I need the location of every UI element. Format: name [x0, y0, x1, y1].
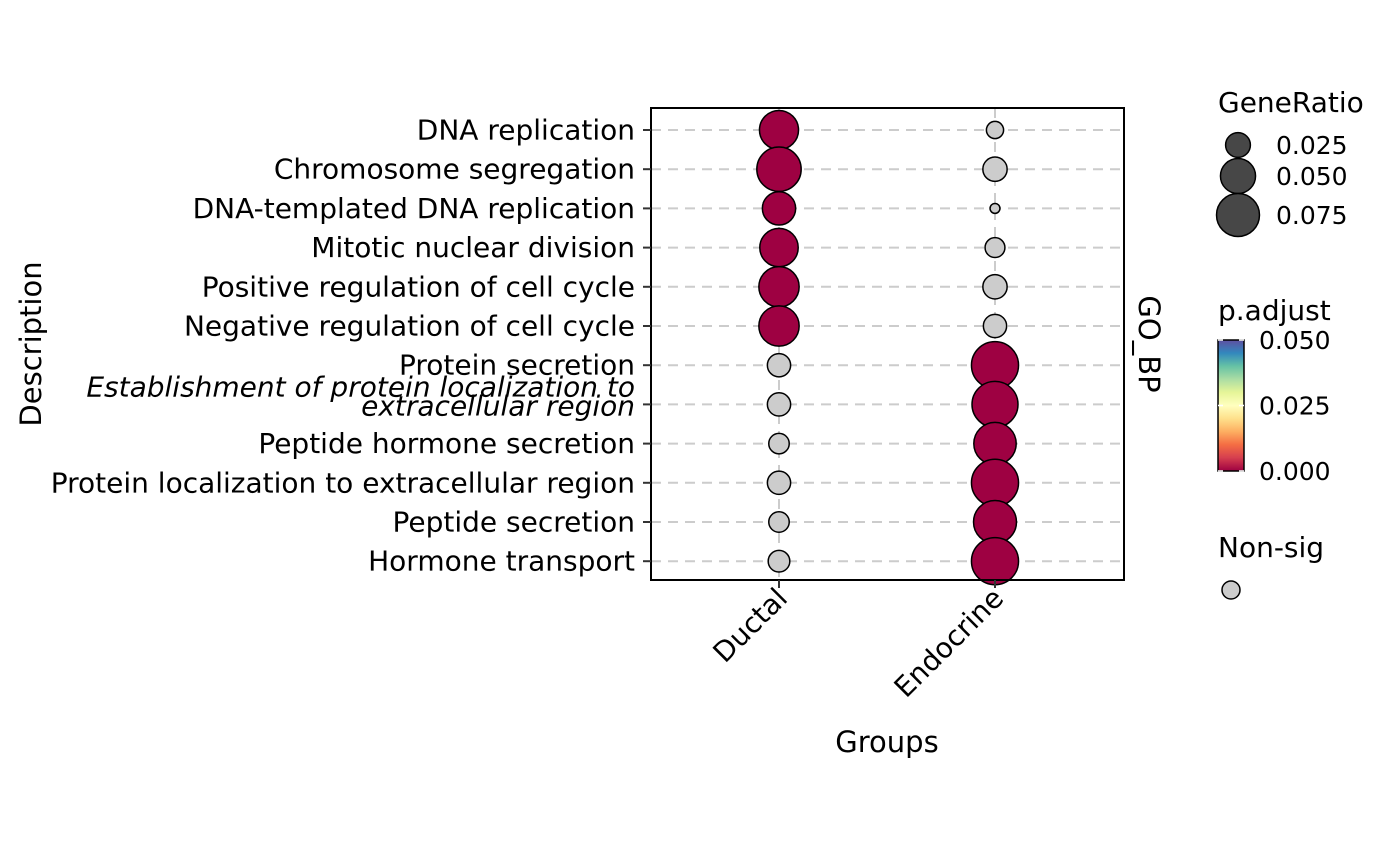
data-point	[758, 305, 800, 347]
data-point	[766, 470, 792, 496]
data-point	[759, 227, 799, 268]
colorbar-label: 0.025	[1259, 392, 1331, 421]
nonsig-legend-title: Non-sig	[1218, 531, 1324, 564]
y-tick-label: Establishment of protein localization to…	[86, 370, 635, 422]
x-axis-title: Groups	[835, 725, 938, 759]
color-legend-title: p.adjust	[1218, 294, 1331, 327]
data-point	[982, 273, 1008, 300]
y-axis-title: Description	[14, 261, 48, 426]
data-point	[984, 236, 1006, 259]
data-point	[758, 265, 800, 308]
colorbar-ticks: 0.050 0.025 0.000	[1218, 326, 1331, 486]
size-legend-key	[1215, 192, 1261, 238]
x-axis-ticks	[778, 580, 996, 588]
data-points	[756, 109, 1020, 586]
data-point	[766, 392, 792, 417]
data-point	[756, 146, 802, 193]
x-tick-label: Endocrine	[888, 582, 1010, 704]
data-point	[970, 536, 1020, 586]
nonsig-legend-key	[1221, 580, 1241, 600]
data-point	[971, 380, 1019, 429]
data-point	[768, 432, 790, 455]
data-point	[989, 202, 1001, 215]
size-legend-key	[1219, 157, 1257, 195]
size-legend-key	[1224, 131, 1252, 159]
size-legend-title: GeneRatio	[1218, 86, 1364, 119]
data-point	[985, 120, 1005, 140]
data-point	[768, 511, 790, 533]
colorbar-label: 0.050	[1259, 326, 1331, 355]
data-point	[982, 313, 1008, 339]
nonsig-legend: Non-sig	[1218, 531, 1324, 600]
grid-lines	[651, 108, 1124, 580]
data-point	[766, 352, 792, 378]
y-tick-label: Negative regulation of cell cycle	[184, 310, 635, 343]
y-tick-label: Mitotic nuclear division	[311, 231, 635, 264]
y-tick-label: Hormone transport	[368, 545, 635, 578]
y-tick-label: DNA-templated DNA replication	[193, 192, 635, 225]
y-tick-label: Peptide hormone secretion	[258, 427, 635, 460]
y-tick-label: Positive regulation of cell cycle	[202, 270, 635, 303]
data-point	[767, 549, 791, 573]
y-tick-label: DNA replication	[417, 114, 635, 147]
x-tick-label: Ductal	[707, 582, 794, 669]
y-tick-label: Protein secretion	[399, 349, 635, 382]
data-point	[758, 109, 800, 151]
size-legend-label: 0.050	[1276, 162, 1348, 191]
plot-panel-border	[650, 107, 1125, 581]
data-point	[973, 421, 1017, 466]
color-legend: p.adjust 0.050 0.025 0.000	[1217, 294, 1331, 486]
colorbar-label: 0.000	[1259, 457, 1331, 486]
y-tick-labels: DNA replication Chromosome segregation DNA…	[51, 114, 635, 578]
size-legend-label: 0.025	[1276, 131, 1348, 160]
y-tick-label: Peptide secretion	[392, 506, 635, 539]
size-legend-label: 0.075	[1276, 201, 1348, 230]
y-axis-ticks	[643, 129, 651, 563]
y-tick-label: Chromosome segregation	[274, 153, 635, 186]
data-point	[970, 458, 1020, 508]
data-point	[982, 156, 1008, 183]
data-point	[761, 191, 797, 226]
y-tick-label: Protein localization to extracellular re…	[51, 466, 635, 499]
x-tick-labels: Ductal Endocrine	[707, 582, 1010, 704]
facet-strip-label: GO_BP	[1132, 295, 1166, 392]
